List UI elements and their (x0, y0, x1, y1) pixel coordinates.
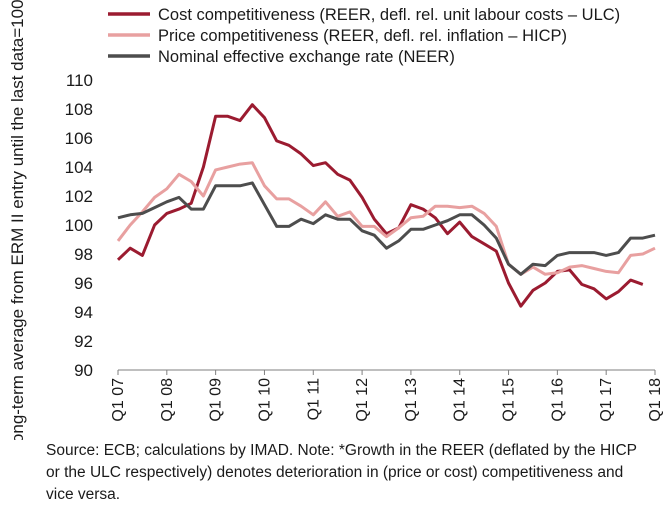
x-tick-label: Q1 14 (452, 378, 469, 422)
y-tick-label: 100 (65, 216, 93, 235)
legend-label: Nominal effective exchange rate (NEER) (158, 48, 455, 66)
legend-label: Price competitiveness (REER, defl. rel. … (158, 27, 567, 45)
line-chart: Long-term average from ERM II entry unti… (8, 0, 664, 440)
x-tick-label: Q1 17 (598, 378, 615, 422)
x-tick-label: Q1 09 (208, 378, 225, 422)
y-axis-label: Long-term average from ERM II entry unti… (8, 0, 27, 440)
series-lines (116, 103, 656, 308)
y-tick-label: 94 (74, 303, 93, 322)
y-tick-label: 104 (65, 158, 93, 177)
source-note: Source: ECB; calculations by IMAD. Note:… (46, 442, 637, 503)
x-tick-label: Q1 08 (159, 378, 176, 422)
x-axis: Q1 07 Q1 08 Q1 09 Q1 10 Q1 11 Q1 12 Q1 13 Q1 14… (110, 369, 664, 422)
x-tick-label: Q1 15 (501, 378, 518, 422)
x-tick-label: Q1 13 (403, 378, 420, 422)
x-tick-label: Q1 10 (256, 378, 273, 422)
y-tick-label: 98 (74, 245, 93, 264)
legend: Cost competitiveness (REER, defl. rel. u… (108, 6, 620, 66)
legend-label: Cost competitiveness (REER, defl. rel. u… (158, 6, 620, 24)
series-line (116, 103, 644, 308)
x-tick-label: Q1 16 (549, 378, 566, 422)
y-tick-label: 108 (65, 100, 93, 119)
x-tick-label: Q1 07 (110, 378, 127, 422)
series-line (117, 181, 656, 276)
y-axis: 90 92 94 96 98 100 102 104 106 108 110 (65, 71, 93, 380)
y-tick-label: 90 (74, 361, 93, 380)
y-tick-label: 110 (66, 71, 93, 90)
x-tick-label: Q1 11 (305, 378, 322, 421)
y-tick-label: 92 (74, 332, 93, 351)
x-tick-label: Q1 18 (647, 378, 664, 422)
series-line (116, 161, 656, 276)
x-tick-label: Q1 12 (354, 378, 371, 422)
y-tick-label: 102 (65, 187, 93, 206)
y-tick-label: 96 (74, 274, 93, 293)
y-tick-label: 106 (65, 129, 93, 148)
